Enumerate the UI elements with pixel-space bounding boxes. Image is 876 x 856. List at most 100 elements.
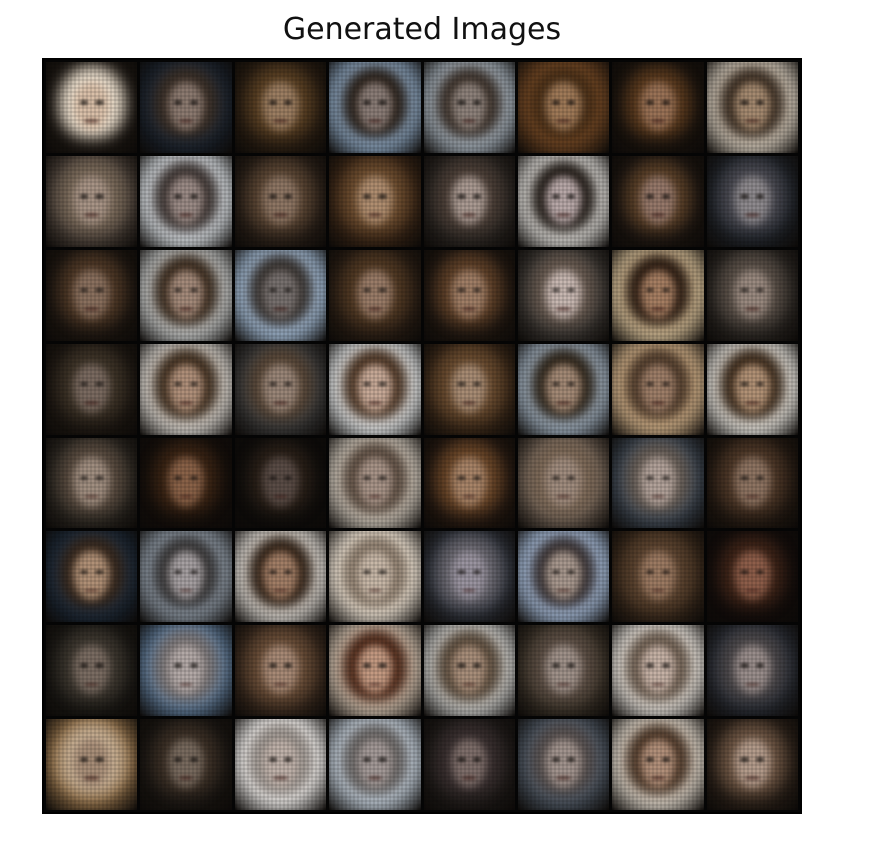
pixel-noise-overlay [329,155,421,247]
right-eye [472,663,482,668]
left-eye [457,194,466,199]
left-eye [646,287,655,293]
generated-image-grid [42,58,802,814]
generated-face-image [706,62,798,153]
face-region [73,551,110,601]
mouth [650,682,666,687]
mouth [461,776,477,780]
left-eye [79,475,89,481]
generated-face-image [423,155,515,247]
mouth [556,588,571,593]
generated-face-image [517,719,610,810]
left-eye [174,381,183,387]
generated-face-image [329,249,421,341]
left-eye [457,757,466,762]
face-region [262,551,299,601]
left-eye [362,569,372,575]
left-eye [646,100,655,105]
left-eye [646,569,655,575]
right-eye [95,194,104,199]
left-eye [457,475,466,481]
mouth [367,494,383,499]
pixel-noise-overlay [329,625,421,717]
left-eye [174,475,183,481]
pixel-noise-overlay [423,249,515,341]
right-eye [472,757,482,762]
mouth [178,213,194,217]
right-eye [472,475,482,481]
left-eye [457,287,466,293]
pixel-noise-overlay [329,531,421,623]
mouth [556,494,571,499]
right-eye [95,100,104,105]
left-eye [79,569,89,575]
generated-face-image [706,249,798,341]
mouth [178,682,194,687]
generated-face-image [329,343,421,435]
left-eye [268,100,277,105]
left-eye [457,381,466,387]
left-eye [740,381,749,387]
pixel-noise-overlay [612,719,704,810]
pixel-noise-overlay [706,531,798,623]
pixel-noise-overlay [612,155,704,247]
pixel-noise-overlay [423,343,515,435]
generated-face-image [612,343,704,435]
right-eye [378,569,387,575]
mouth [745,494,760,499]
left-eye [362,100,372,105]
pixel-noise-overlay [140,155,232,247]
pixel-noise-overlay [706,719,798,810]
mouth [650,307,666,311]
right-eye [755,287,765,293]
mouth [84,400,99,405]
generated-face-image [234,249,327,341]
left-eye [551,475,560,481]
pixel-noise-overlay [329,62,421,153]
left-eye [268,569,277,575]
generated-face-image [140,249,232,341]
face-region [734,645,771,695]
generated-face-image [329,62,421,153]
generated-face-image [46,437,138,529]
generated-face-image [140,531,232,623]
right-eye [189,475,198,481]
right-eye [378,381,387,387]
left-eye [551,381,560,387]
face-region [545,551,582,601]
pixel-noise-overlay [46,343,138,435]
mouth [556,213,571,217]
pixel-noise-overlay [706,343,798,435]
left-eye [646,663,655,668]
mouth [745,213,760,217]
face-region [450,551,488,601]
generated-face-image [329,625,421,717]
right-eye [661,100,670,105]
generated-face-image [706,155,798,247]
pixel-noise-overlay [234,625,327,717]
generated-face-image [234,437,327,529]
generated-face-image [612,437,704,529]
pixel-noise-overlay [46,719,138,810]
pixel-noise-overlay [234,155,327,247]
mouth [745,682,760,687]
pixel-noise-overlay [140,437,232,529]
pixel-noise-overlay [612,531,704,623]
mouth [745,400,760,405]
generated-face-image [612,531,704,623]
left-eye [457,663,466,668]
pixel-noise-overlay [612,62,704,153]
right-eye [755,475,765,481]
generated-face-image [517,343,610,435]
face-region [262,645,299,695]
left-eye [79,100,89,105]
mouth [461,307,477,311]
right-eye [755,757,765,762]
left-eye [174,757,183,762]
generated-face-image [706,343,798,435]
generated-face-image [140,719,232,810]
left-eye [740,569,749,575]
right-eye [95,475,104,481]
mouth [461,494,477,499]
pixel-noise-overlay [234,719,327,810]
